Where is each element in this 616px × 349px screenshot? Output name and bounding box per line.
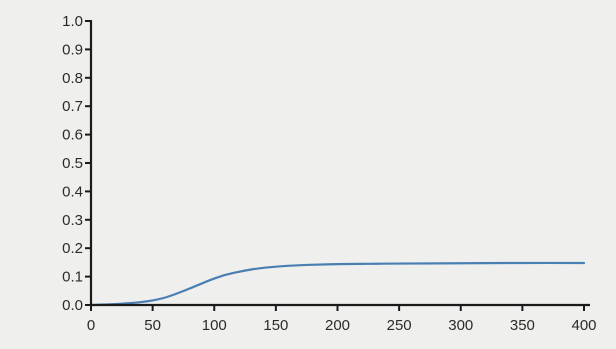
y-tick-label: 0.6 <box>62 127 83 144</box>
x-tick-label: 250 <box>387 317 412 334</box>
y-axis-ticks: 0.0 0.1 0.2 0.3 0.4 0.5 0.6 0.7 0.8 0.9 1.0 <box>62 13 91 314</box>
x-tick-label: 0 <box>87 317 95 334</box>
y-tick-label: 0.0 <box>62 297 83 314</box>
y-tick-label: 0.9 <box>62 41 83 58</box>
y-tick-label: 1.0 <box>62 13 83 30</box>
x-tick-label: 350 <box>510 317 535 334</box>
y-tick-label: 0.2 <box>62 240 83 257</box>
y-tick-label: 0.3 <box>62 212 83 229</box>
y-tick-label: 0.5 <box>62 155 83 172</box>
x-axis-ticks: 0 50 100 150 200 250 300 350 400 <box>87 305 597 334</box>
series-line <box>89 261 586 307</box>
y-tick-label: 0.1 <box>62 269 83 286</box>
x-tick-label: 400 <box>571 317 596 334</box>
series-layer <box>89 261 586 307</box>
x-tick-label: 200 <box>325 317 350 334</box>
y-tick-label: 0.8 <box>62 70 83 87</box>
y-tick-label: 0.7 <box>62 98 83 115</box>
x-tick-label: 50 <box>144 317 161 334</box>
x-tick-label: 100 <box>202 317 227 334</box>
x-tick-label: 150 <box>263 317 288 334</box>
x-tick-label: 300 <box>448 317 473 334</box>
y-tick-label: 0.4 <box>62 183 83 200</box>
